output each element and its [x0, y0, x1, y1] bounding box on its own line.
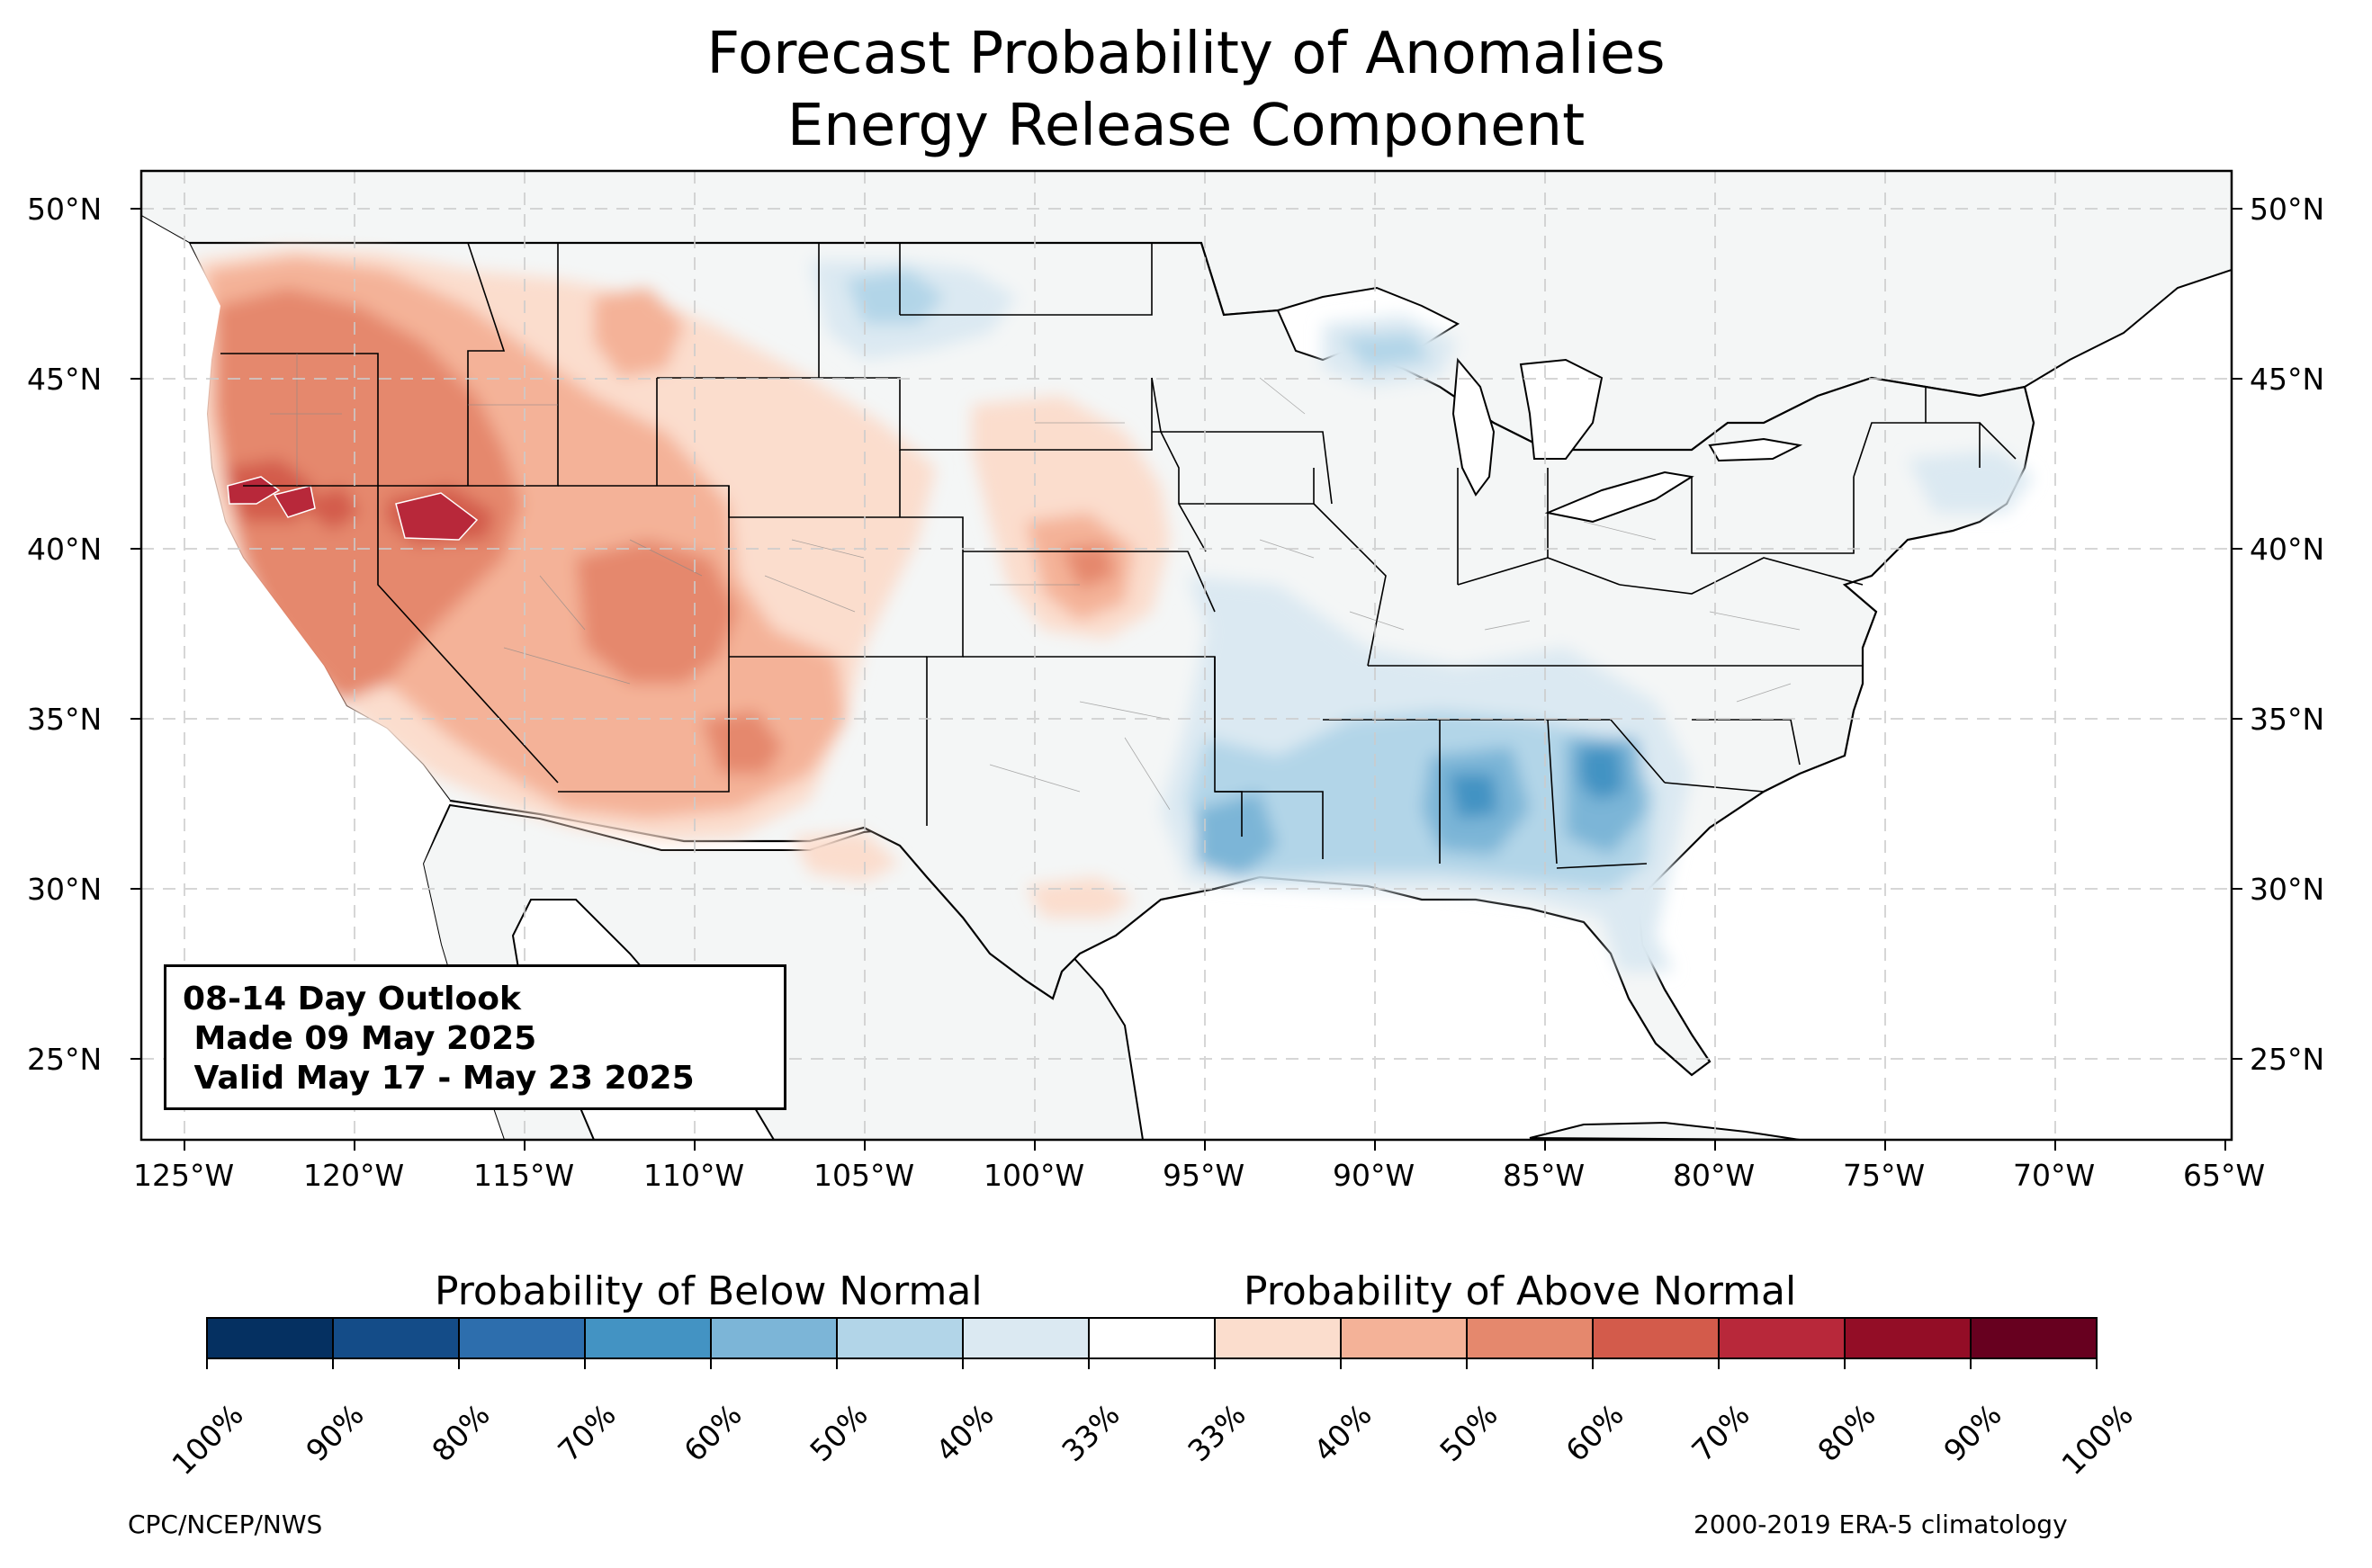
lon-tick-label: 80°W: [1673, 1158, 1756, 1193]
lon-tick-label: 105°W: [813, 1158, 915, 1193]
colorbar-swatch: [1845, 1318, 1972, 1358]
below-normal-north-50: [846, 270, 945, 324]
lon-tick-label: 100°W: [984, 1158, 1085, 1193]
lon-tick-label: 75°W: [1843, 1158, 1926, 1193]
colorbar-swatch: [1719, 1318, 1846, 1358]
chart-title-line2: Energy Release Component: [786, 93, 1586, 159]
below-normal-lakes-50: [1341, 333, 1431, 369]
above-normal-texas-coast: [1026, 877, 1134, 918]
lat-tick-label-left: 30°N: [27, 872, 103, 907]
lon-tick-label: 110°W: [643, 1158, 745, 1193]
lon-tick-label: 95°W: [1163, 1158, 1245, 1193]
lon-tick-label: 70°W: [2013, 1158, 2096, 1193]
axis-ticks: [130, 208, 2242, 1151]
colorbar-swatch: [1971, 1318, 2098, 1358]
state-borders: [220, 242, 2017, 869]
pacific-ocean: [141, 216, 504, 1140]
lake-huron: [1519, 358, 1604, 460]
lat-tick-label-left: 40°N: [27, 532, 103, 567]
colorbar-swatch: [1593, 1318, 1720, 1358]
above-normal-west-60: [216, 288, 522, 702]
below-normal-georgia-70: [1579, 747, 1624, 801]
chart-title-line1: Forecast Probability of Anomalies: [706, 21, 1666, 87]
colorbar-swatch: [585, 1318, 712, 1358]
lat-tick-label-left: 45°N: [27, 362, 103, 397]
lat-tick-label-left: 25°N: [27, 1042, 103, 1077]
lake-michigan: [1451, 357, 1496, 497]
lon-tick-label: 90°W: [1333, 1158, 1415, 1193]
map-frame: [139, 169, 2233, 1142]
above-normal-west-70c: [297, 486, 360, 531]
above-normal-west-60c: [702, 711, 783, 774]
above-normal-80-cores: [227, 476, 479, 541]
colorbar-swatch: [207, 1318, 334, 1358]
below-normal-south-50: [1188, 711, 1656, 891]
above-normal-mexico: [792, 832, 900, 882]
lat-tick-label-right: 35°N: [2250, 702, 2325, 737]
lat-tick-label-left: 50°N: [27, 192, 103, 227]
colorbar-swatch: [459, 1318, 586, 1358]
colorbar-swatch: [711, 1318, 838, 1358]
lat-tick-label-right: 40°N: [2250, 532, 2325, 567]
lat-tick-label-right: 25°N: [2250, 1042, 2325, 1077]
below-normal-ne-40: [1908, 450, 2034, 513]
lon-tick-label: 85°W: [1503, 1158, 1586, 1193]
lat-tick-label-right: 45°N: [2250, 362, 2325, 397]
outlook-made-date: Made 09 May 2025: [183, 1020, 537, 1057]
above-normal-west-60b: [576, 540, 738, 684]
colorbar-swatch: [1467, 1318, 1594, 1358]
lon-tick-label: 120°W: [303, 1158, 405, 1193]
above-normal-plains-60: [1062, 544, 1116, 589]
colorbar-swatch: [963, 1318, 1090, 1358]
footer-climatology: 2000-2019 ERA-5 climatology: [1694, 1510, 2068, 1539]
lat-tick-label-right: 50°N: [2250, 192, 2325, 227]
colorbar-swatch: [1341, 1318, 1468, 1358]
above-normal-montana: [594, 288, 684, 378]
lon-tick-label: 115°W: [473, 1158, 575, 1193]
anomaly-shading: [193, 247, 2034, 972]
lat-tick-label-left: 35°N: [27, 702, 103, 737]
outlook-valid-range: Valid May 17 - May 23 2025: [183, 1060, 695, 1097]
colorbar-swatch: [1215, 1318, 1342, 1358]
colorbar-swatch: [837, 1318, 964, 1358]
outlook-info-box: 08-14 Day Outlook Made 09 May 2025 Valid…: [164, 964, 786, 1110]
lon-tick-label: 125°W: [133, 1158, 235, 1193]
legend-below-normal-label: Probability of Below Normal: [435, 1268, 983, 1314]
colorbar-swatch: [1089, 1318, 1216, 1358]
footer-source: CPC/NCEP/NWS: [128, 1510, 323, 1539]
below-normal-south-60: [1197, 792, 1278, 877]
lat-tick-label-right: 30°N: [2250, 872, 2325, 907]
outlook-period: 08-14 Day Outlook: [183, 981, 521, 1017]
lon-tick-label: 65°W: [2183, 1158, 2266, 1193]
colorbar-swatch: [333, 1318, 460, 1358]
lake-ontario: [1708, 437, 1803, 462]
below-normal-al-70: [1449, 774, 1498, 819]
legend-above-normal-label: Probability of Above Normal: [1244, 1268, 1797, 1314]
